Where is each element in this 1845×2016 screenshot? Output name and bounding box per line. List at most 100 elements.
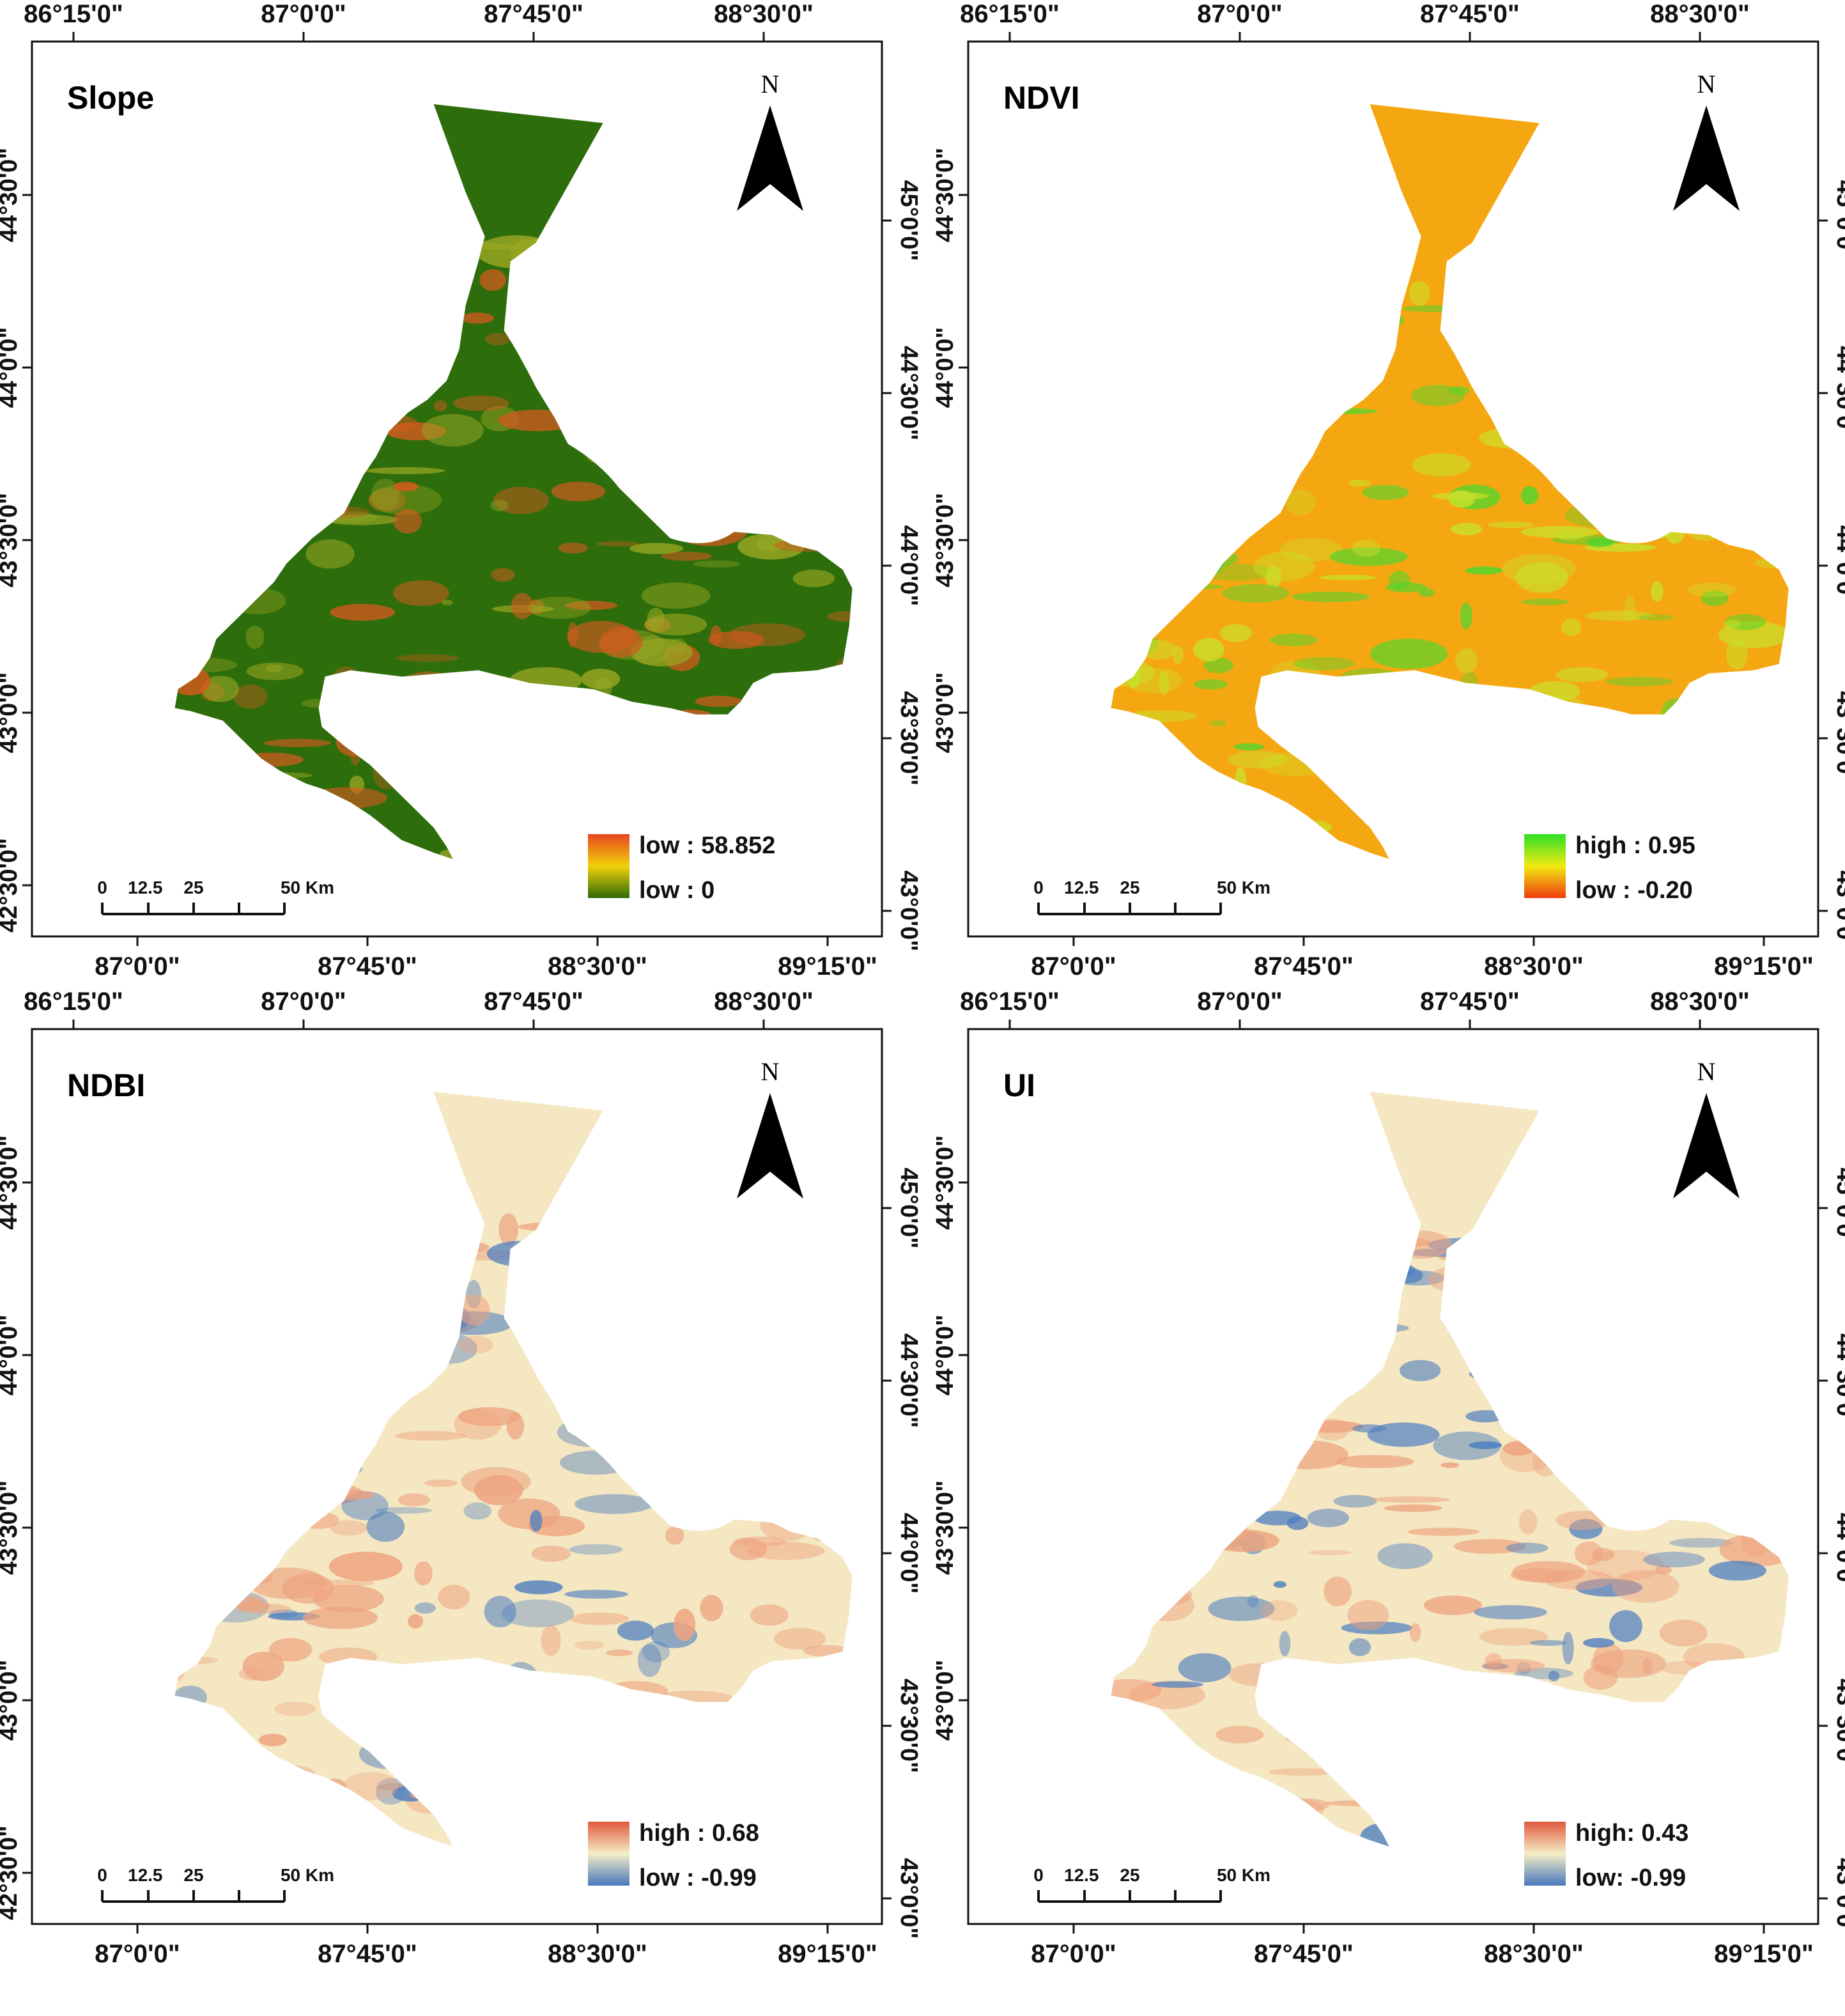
scale-bar-label: 50 Km	[281, 1865, 334, 1885]
legend-color-ramp	[588, 834, 629, 898]
left-axis-label: 44°30'0"	[0, 148, 22, 242]
scale-bar-label: 0	[1033, 1865, 1044, 1885]
top-axis-label: 86°15'0"	[960, 0, 1060, 28]
top-axis-label: 88°30'0"	[714, 0, 814, 28]
right-axis-label: 43°0'0"	[895, 871, 922, 952]
scale-bar-label: 25	[1120, 878, 1139, 897]
right-axis-label: 43°30'0"	[1832, 691, 1845, 786]
right-axis-label: 44°0'0"	[1832, 1513, 1845, 1594]
bottom-axis-label: 89°15'0"	[1714, 1940, 1814, 1968]
scale-bar: 0 12.5 25 50 Km	[1033, 878, 1270, 915]
map-title: Slope	[67, 80, 154, 116]
bottom-axis-label: 88°30'0"	[1484, 1940, 1584, 1968]
right-axis-label: 43°30'0"	[1832, 1679, 1845, 1773]
left-axis-label: 42°30'0"	[0, 1826, 22, 1920]
legend-color-ramp	[588, 1822, 629, 1886]
top-axis-label: 87°45'0"	[484, 988, 583, 1016]
scale-bar-label: 0	[97, 878, 107, 897]
bottom-axis-label: 87°45'0"	[318, 952, 417, 981]
right-axis-label: 44°30'0"	[895, 1333, 922, 1428]
scale-bar-label: 12.5	[1064, 1865, 1099, 1885]
left-axis-label: 43°30'0"	[0, 493, 22, 587]
right-axis-label: 44°0'0"	[1832, 525, 1845, 607]
top-axis-label: 88°30'0"	[1650, 988, 1750, 1016]
scale-bar: 0 12.5 25 50 Km	[97, 878, 334, 915]
top-axis-label: 88°30'0"	[714, 988, 814, 1016]
left-axis-label: 43°30'0"	[0, 1480, 22, 1575]
north-arrow-icon: N	[737, 70, 803, 211]
legend-color-ramp	[1524, 1822, 1566, 1886]
left-axis-label: 44°30'0"	[932, 148, 959, 242]
legend-low-label: low : -0.99	[639, 1865, 757, 1891]
left-axis-label: 43°30'0"	[932, 493, 959, 587]
right-axis-label: 44°0'0"	[895, 1513, 922, 1594]
left-axis-label: 43°0'0"	[0, 1660, 22, 1741]
left-axis-label: 44°0'0"	[0, 327, 22, 408]
legend: high : 0.68 low : -0.99	[588, 1820, 759, 1891]
north-letter: N	[761, 1057, 780, 1086]
left-axis-label: 43°0'0"	[932, 1660, 959, 1741]
bottom-axis-label: 87°0'0"	[1031, 1940, 1116, 1968]
bottom-axis-label: 88°30'0"	[548, 1940, 647, 1968]
north-letter: N	[1697, 70, 1716, 98]
scale-bar-label: 0	[97, 1865, 107, 1885]
right-axis-label: 44°0'0"	[895, 525, 922, 607]
scale-bar-label: 0	[1033, 878, 1044, 897]
legend-high-label: high: 0.43	[1575, 1820, 1688, 1847]
left-axis-label: 43°0'0"	[932, 672, 959, 754]
left-axis-label: 42°30'0"	[0, 838, 22, 933]
right-axis-label: 45°0'0"	[895, 180, 922, 261]
bottom-axis-label: 87°45'0"	[1254, 952, 1354, 981]
scale-bar-label: 12.5	[128, 1865, 163, 1885]
legend: high : 0.95 low : -0.20	[1524, 832, 1695, 904]
legend-color-ramp	[1524, 834, 1566, 898]
top-axis-label: 86°15'0"	[24, 0, 123, 28]
bottom-axis-label: 88°30'0"	[548, 952, 647, 981]
scale-bar: 0 12.5 25 50 Km	[97, 1865, 334, 1903]
top-axis-label: 86°15'0"	[24, 988, 123, 1016]
north-arrow-icon: N	[737, 1057, 803, 1198]
north-letter: N	[761, 70, 780, 98]
scale-bar-label: 12.5	[1064, 878, 1099, 897]
right-axis-label: 43°0'0"	[1832, 1858, 1845, 1939]
legend-high-label: high : 0.95	[1575, 832, 1695, 859]
top-axis-label: 87°45'0"	[484, 0, 583, 28]
right-axis-label: 43°0'0"	[1832, 871, 1845, 952]
right-axis-label: 43°30'0"	[895, 691, 922, 786]
bottom-axis-label: 87°0'0"	[1031, 952, 1116, 981]
north-arrow-icon: N	[1673, 1057, 1740, 1198]
legend: low : 58.852 low : 0	[588, 832, 775, 904]
bottom-axis-label: 88°30'0"	[1484, 952, 1584, 981]
bottom-axis-label: 87°45'0"	[318, 1940, 417, 1968]
scale-bar-label: 25	[1120, 1865, 1139, 1885]
top-axis-label: 87°0'0"	[261, 988, 346, 1016]
north-letter: N	[1697, 1057, 1716, 1086]
top-axis-label: 87°0'0"	[261, 0, 346, 28]
scale-bar-label: 25	[183, 1865, 203, 1885]
scale-bar-label: 50 Km	[1217, 1865, 1270, 1885]
scale-bar-label: 50 Km	[1217, 878, 1270, 897]
scale-bar-label: 12.5	[128, 878, 163, 897]
left-axis-label: 44°0'0"	[932, 1315, 959, 1396]
north-arrow-icon: N	[1673, 70, 1740, 211]
map-title: NDBI	[67, 1067, 145, 1103]
bottom-axis-label: 89°15'0"	[778, 1940, 877, 1968]
legend-high-label: low : 58.852	[639, 832, 775, 859]
bottom-axis-label: 89°15'0"	[1714, 952, 1814, 981]
right-axis-label: 44°30'0"	[895, 346, 922, 440]
top-axis-label: 87°0'0"	[1197, 0, 1282, 28]
study-area-raster	[1111, 104, 1789, 859]
bottom-axis-label: 89°15'0"	[778, 952, 877, 981]
right-axis-label: 45°0'0"	[1832, 1168, 1845, 1249]
legend-low-label: low : -0.20	[1575, 877, 1693, 904]
right-axis-label: 45°0'0"	[895, 1168, 922, 1249]
left-axis-label: 44°30'0"	[0, 1135, 22, 1230]
bottom-axis-label: 87°45'0"	[1254, 1940, 1354, 1968]
top-axis-label: 88°30'0"	[1650, 0, 1750, 28]
right-axis-label: 43°0'0"	[895, 1858, 922, 1939]
